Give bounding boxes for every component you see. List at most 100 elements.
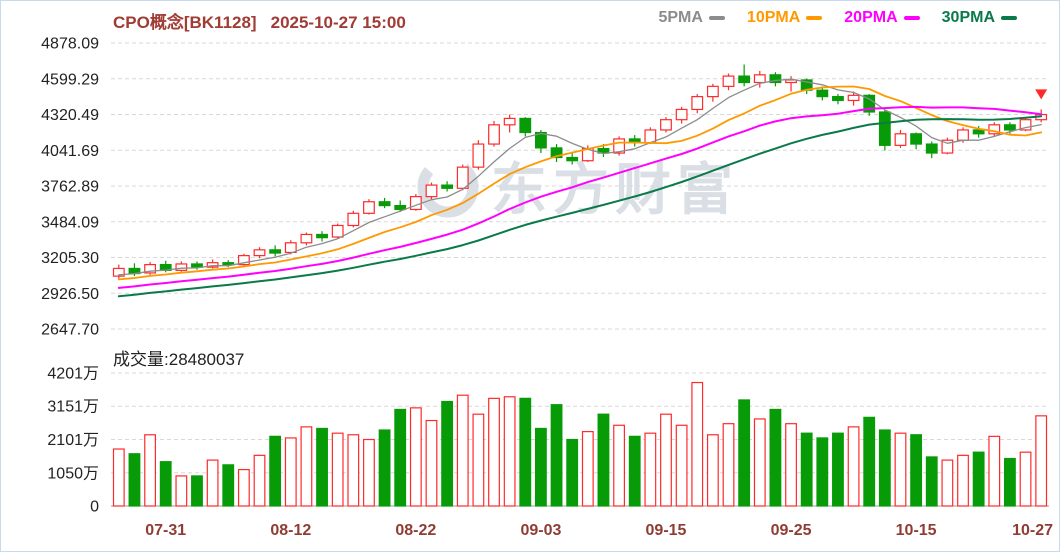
candle[interactable] bbox=[331, 223, 344, 239]
volume-bar[interactable] bbox=[894, 432, 907, 507]
volume-bar[interactable] bbox=[769, 408, 782, 507]
volume-bar[interactable] bbox=[144, 434, 156, 507]
volume-bar[interactable] bbox=[237, 468, 250, 507]
volume-bar[interactable] bbox=[253, 454, 266, 507]
volume-bar[interactable] bbox=[222, 464, 235, 507]
candle[interactable] bbox=[253, 247, 266, 259]
candle[interactable] bbox=[237, 253, 250, 266]
volume-bar[interactable] bbox=[847, 426, 860, 507]
volume-bar[interactable] bbox=[191, 475, 203, 507]
volume-bar[interactable] bbox=[456, 394, 469, 507]
candle[interactable] bbox=[988, 122, 1001, 137]
volume-bar[interactable] bbox=[284, 437, 297, 507]
candle[interactable] bbox=[566, 151, 579, 165]
candle[interactable] bbox=[832, 94, 844, 105]
volume-bar[interactable] bbox=[550, 404, 563, 507]
candle[interactable] bbox=[660, 117, 672, 133]
candle[interactable] bbox=[112, 264, 125, 279]
volume-bar[interactable] bbox=[519, 397, 532, 507]
volume-bar[interactable] bbox=[566, 438, 579, 507]
volume-bar[interactable] bbox=[159, 461, 172, 507]
candle[interactable] bbox=[175, 261, 188, 272]
volume-bar[interactable] bbox=[581, 431, 594, 507]
volume-bar[interactable] bbox=[863, 416, 876, 507]
volume-bar[interactable] bbox=[331, 432, 344, 507]
candle[interactable] bbox=[503, 114, 516, 133]
candle[interactable] bbox=[769, 72, 782, 87]
candle[interactable] bbox=[284, 240, 297, 255]
volume-bar[interactable] bbox=[722, 423, 735, 507]
volume-bar[interactable] bbox=[910, 434, 923, 507]
volume-bar[interactable] bbox=[628, 435, 641, 507]
candle[interactable] bbox=[472, 140, 485, 170]
candle[interactable] bbox=[738, 64, 751, 87]
volume-bar[interactable] bbox=[1019, 451, 1032, 507]
volume-bar[interactable] bbox=[941, 459, 954, 507]
candle[interactable] bbox=[753, 70, 766, 88]
volume-bar[interactable] bbox=[738, 399, 751, 507]
volume-bar[interactable] bbox=[597, 413, 610, 507]
candle[interactable] bbox=[363, 199, 375, 215]
volume-bar[interactable] bbox=[925, 456, 938, 507]
volume-bar[interactable] bbox=[957, 454, 969, 507]
volume-bar[interactable] bbox=[660, 413, 672, 507]
volume-bar[interactable] bbox=[363, 438, 375, 507]
volume-bar[interactable] bbox=[441, 400, 454, 507]
volume-bar[interactable] bbox=[409, 407, 422, 507]
candle[interactable] bbox=[378, 197, 391, 209]
volume-bar[interactable] bbox=[613, 424, 625, 507]
volume-bar[interactable] bbox=[316, 427, 328, 507]
volume-bar[interactable] bbox=[753, 418, 766, 507]
candle[interactable] bbox=[910, 132, 923, 150]
candle[interactable] bbox=[816, 86, 829, 101]
candle[interactable] bbox=[1019, 117, 1032, 132]
volume-bar[interactable] bbox=[488, 397, 500, 507]
candle[interactable] bbox=[425, 182, 438, 200]
volume-bar[interactable] bbox=[128, 453, 141, 507]
candle[interactable] bbox=[675, 106, 688, 124]
volume-bar[interactable] bbox=[394, 408, 407, 507]
volume-bar[interactable] bbox=[206, 459, 219, 507]
volume-bar[interactable] bbox=[112, 448, 125, 507]
candle[interactable] bbox=[347, 210, 360, 228]
candle[interactable] bbox=[722, 73, 735, 91]
candle[interactable] bbox=[269, 245, 282, 257]
volume-bar[interactable] bbox=[535, 427, 547, 507]
volume-bar[interactable] bbox=[1004, 457, 1016, 507]
candle[interactable] bbox=[785, 76, 797, 92]
candle[interactable] bbox=[863, 94, 876, 116]
volume-bar[interactable] bbox=[347, 434, 360, 507]
candle[interactable] bbox=[144, 262, 156, 275]
volume-bar[interactable] bbox=[644, 432, 657, 507]
volume-bar[interactable] bbox=[800, 432, 813, 507]
candle[interactable] bbox=[847, 91, 860, 106]
volume-bar[interactable] bbox=[691, 381, 704, 507]
candle[interactable] bbox=[925, 141, 938, 159]
candle[interactable] bbox=[941, 137, 954, 155]
volume-bar[interactable] bbox=[1035, 415, 1048, 507]
volume-bar[interactable] bbox=[706, 434, 719, 507]
candle[interactable] bbox=[894, 129, 907, 148]
volume-bar[interactable] bbox=[988, 435, 1001, 507]
volume-bar[interactable] bbox=[878, 429, 891, 507]
candle[interactable] bbox=[628, 135, 641, 147]
volume-bar[interactable] bbox=[425, 419, 438, 507]
volume-bar[interactable] bbox=[832, 432, 844, 507]
volume-bar[interactable] bbox=[378, 429, 391, 507]
candle[interactable] bbox=[878, 109, 891, 151]
volume-bar[interactable] bbox=[972, 451, 985, 507]
candle[interactable] bbox=[441, 181, 454, 192]
candle[interactable] bbox=[488, 120, 500, 147]
candle[interactable] bbox=[394, 200, 407, 213]
volume-bar[interactable] bbox=[269, 435, 282, 507]
volume-bar[interactable] bbox=[503, 396, 516, 507]
candle[interactable] bbox=[613, 136, 625, 156]
volume-bar[interactable] bbox=[816, 437, 829, 507]
candle[interactable] bbox=[456, 164, 469, 191]
candle[interactable] bbox=[691, 94, 704, 114]
candle[interactable] bbox=[300, 232, 313, 246]
volume-bar[interactable] bbox=[785, 423, 797, 507]
candle[interactable] bbox=[316, 231, 328, 242]
candle[interactable] bbox=[206, 259, 219, 269]
